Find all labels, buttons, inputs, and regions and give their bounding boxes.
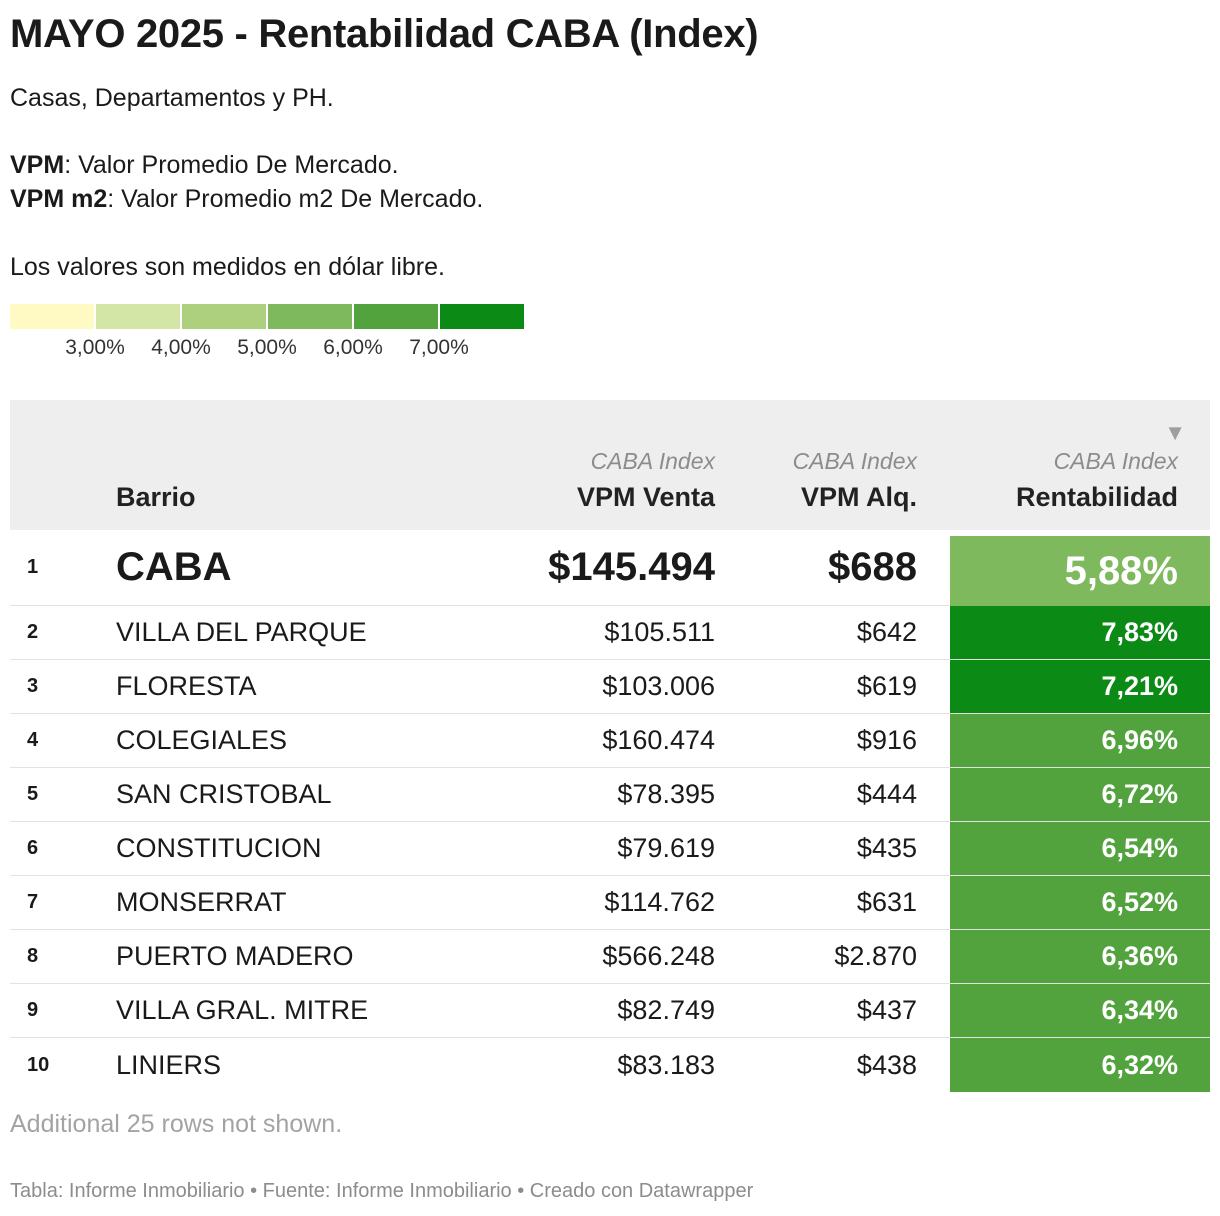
row-rank: 3 — [27, 675, 39, 697]
row-barrio: VILLA DEL PARQUE — [116, 617, 367, 647]
table-row: 4 COLEGIALES $160.474 $916 6,96% — [10, 714, 1210, 768]
legend-tick-label: 5,00% — [237, 336, 297, 359]
row-vpm-venta: $145.494 — [548, 545, 715, 589]
table-row: 6 CONSTITUCION $79.619 $435 6,54% — [10, 822, 1210, 876]
row-vpm-alq: $642 — [856, 617, 917, 647]
table-row: 7 MONSERRAT $114.762 $631 6,52% — [10, 876, 1210, 930]
legend-swatch — [96, 304, 180, 329]
column-subheader-rent: CABA Index — [1053, 448, 1178, 474]
table-row: 3 FLORESTA $103.006 $619 7,21% — [10, 660, 1210, 714]
row-vpm-venta: $83.183 — [617, 1049, 715, 1080]
table-row: 5 SAN CRISTOBAL $78.395 $444 6,72% — [10, 768, 1210, 822]
row-barrio: CONSTITUCION — [116, 833, 322, 863]
column-subheader-alq: CABA Index — [792, 448, 917, 474]
row-barrio: SAN CRISTOBAL — [116, 779, 332, 809]
vpm2-definition-text: : Valor Promedio m2 De Mercado. — [107, 185, 484, 213]
table-row: 9 VILLA GRAL. MITRE $82.749 $437 6,34% — [10, 984, 1210, 1038]
row-rank: 1 — [27, 556, 39, 578]
row-rentabilidad: 6,36% — [950, 930, 1210, 983]
description-line: Casas, Departamentos y PH. — [10, 84, 334, 112]
row-vpm-venta: $105.511 — [604, 617, 715, 647]
legend-swatch — [268, 304, 352, 329]
legend-swatch — [10, 304, 94, 329]
legend-tick-label: 4,00% — [151, 336, 211, 359]
row-vpm-alq: $631 — [856, 887, 917, 917]
color-legend: 3,00% 4,00% 5,00% 6,00% 7,00% — [10, 304, 526, 364]
row-rank: 8 — [27, 945, 39, 967]
row-barrio: LINIERS — [116, 1049, 222, 1080]
legend-swatch — [182, 304, 266, 329]
vpm2-term: VPM m2 — [10, 185, 108, 213]
row-vpm-alq: $444 — [856, 779, 917, 809]
row-vpm-venta: $79.619 — [617, 833, 715, 863]
vpm2-definition: VPM m2: Valor Promedio m2 De Mercado. — [10, 185, 483, 214]
table-row: 10 LINIERS $83.183 $438 6,32% — [10, 1038, 1210, 1092]
column-header-barrio[interactable]: Barrio — [116, 482, 196, 512]
legend-swatch — [440, 304, 524, 329]
legend-swatch — [354, 304, 438, 329]
page-title: MAYO 2025 - Rentabilidad CABA (Index) — [10, 12, 759, 56]
row-rentabilidad: 7,21% — [950, 660, 1210, 713]
table-header: ▼ Barrio CABA Index VPM Venta CABA Index… — [10, 400, 1210, 530]
table-row: 1 CABA $145.494 $688 5,88% — [10, 530, 1210, 606]
row-vpm-venta: $114.762 — [604, 887, 715, 917]
row-vpm-alq: $619 — [856, 671, 917, 701]
row-rank: 2 — [27, 621, 39, 643]
legend-tick-label: 6,00% — [323, 336, 383, 359]
sort-descending-icon[interactable]: ▼ — [1164, 420, 1186, 445]
row-vpm-venta: $103.006 — [602, 671, 715, 701]
column-subheader-venta: CABA Index — [590, 448, 715, 474]
table-row: 8 PUERTO MADERO $566.248 $2.870 6,36% — [10, 930, 1210, 984]
row-rentabilidad: 6,96% — [950, 714, 1210, 767]
row-vpm-venta: $566.248 — [602, 941, 715, 971]
table-body: 1 CABA $145.494 $688 5,88% 2 VILLA DEL PARQUE $… — [10, 530, 1210, 1092]
footer-credits: Tabla: Informe Inmobiliario • Fuente: In… — [10, 1180, 754, 1202]
row-rank: 6 — [27, 837, 39, 859]
row-rentabilidad: 6,34% — [950, 984, 1210, 1037]
column-header-vpm-alq[interactable]: VPM Alq. — [800, 482, 917, 512]
row-barrio: FLORESTA — [116, 671, 257, 701]
legend-tick-label: 3,00% — [65, 336, 125, 359]
column-header-vpm-venta[interactable]: VPM Venta — [576, 482, 715, 512]
row-rank: 5 — [27, 783, 39, 805]
table-row: 2 VILLA DEL PARQUE $105.511 $642 7,83% — [10, 606, 1210, 660]
row-barrio: MONSERRAT — [116, 887, 287, 917]
rows-hidden-note: Additional 25 rows not shown. — [10, 1110, 343, 1138]
row-rentabilidad: 5,88% — [950, 536, 1210, 606]
row-vpm-alq: $2.870 — [834, 941, 917, 971]
vpm-term: VPM — [10, 151, 65, 179]
row-barrio: VILLA GRAL. MITRE — [116, 995, 369, 1025]
row-rentabilidad: 6,32% — [950, 1038, 1210, 1092]
row-vpm-venta: $160.474 — [602, 725, 715, 755]
row-vpm-alq: $688 — [828, 545, 917, 589]
vpm-definition-text: : Valor Promedio De Mercado. — [64, 151, 399, 179]
row-rank: 9 — [27, 999, 39, 1021]
row-rank: 10 — [27, 1053, 50, 1076]
row-vpm-alq: $437 — [856, 995, 917, 1025]
row-rentabilidad: 6,72% — [950, 768, 1210, 821]
row-vpm-alq: $916 — [856, 725, 917, 755]
currency-note: Los valores son medidos en dólar libre. — [10, 253, 445, 281]
row-vpm-venta: $82.749 — [617, 995, 715, 1025]
row-vpm-alq: $435 — [856, 833, 917, 863]
row-rentabilidad: 6,54% — [950, 822, 1210, 875]
row-rank: 7 — [27, 891, 39, 913]
row-vpm-venta: $78.395 — [617, 779, 715, 809]
row-barrio: PUERTO MADERO — [116, 941, 354, 971]
column-header-rentabilidad[interactable]: Rentabilidad — [1015, 482, 1178, 512]
vpm-definition: VPM: Valor Promedio De Mercado. — [10, 151, 399, 180]
row-barrio: CABA — [116, 545, 232, 589]
legend-tick-label: 7,00% — [409, 336, 469, 359]
row-rank: 4 — [27, 729, 39, 751]
row-rentabilidad: 7,83% — [950, 606, 1210, 659]
data-table: ▼ Barrio CABA Index VPM Venta CABA Index… — [10, 400, 1210, 1092]
row-vpm-alq: $438 — [856, 1049, 917, 1080]
row-barrio: COLEGIALES — [116, 725, 288, 755]
row-rentabilidad: 6,52% — [950, 876, 1210, 929]
